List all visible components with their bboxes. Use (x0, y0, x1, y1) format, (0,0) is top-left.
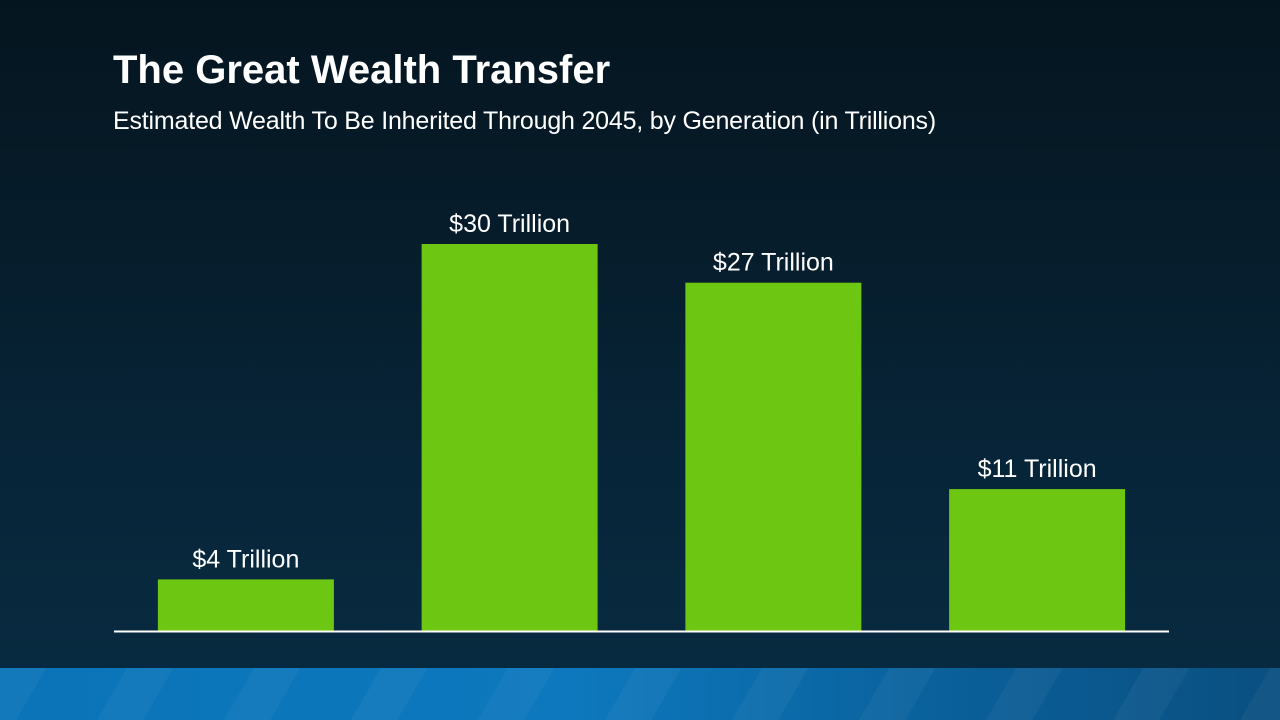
data-label-2: $30 Trillion (449, 210, 570, 238)
data-label-group: $4 Trillion $30 Trillion $27 Trillion $11 T… (192, 210, 1096, 573)
bar-2 (421, 244, 598, 631)
chart-subtitle: Estimated Wealth To Be Inherited Through… (113, 107, 936, 135)
footer-band (0, 668, 1280, 720)
data-label-3: $27 Trillion (713, 249, 834, 277)
data-label-1: $4 Trillion (192, 545, 299, 573)
chart-title: The Great Wealth Transfer (113, 48, 611, 92)
bar-chart: $4 Trillion $30 Trillion $27 Trillion $11 T… (157, 210, 1126, 631)
bar-group (157, 244, 1126, 631)
bar-3 (685, 282, 862, 631)
bar-4 (949, 489, 1126, 631)
data-label-4: $11 Trillion (978, 455, 1097, 483)
bar-1 (157, 579, 334, 631)
